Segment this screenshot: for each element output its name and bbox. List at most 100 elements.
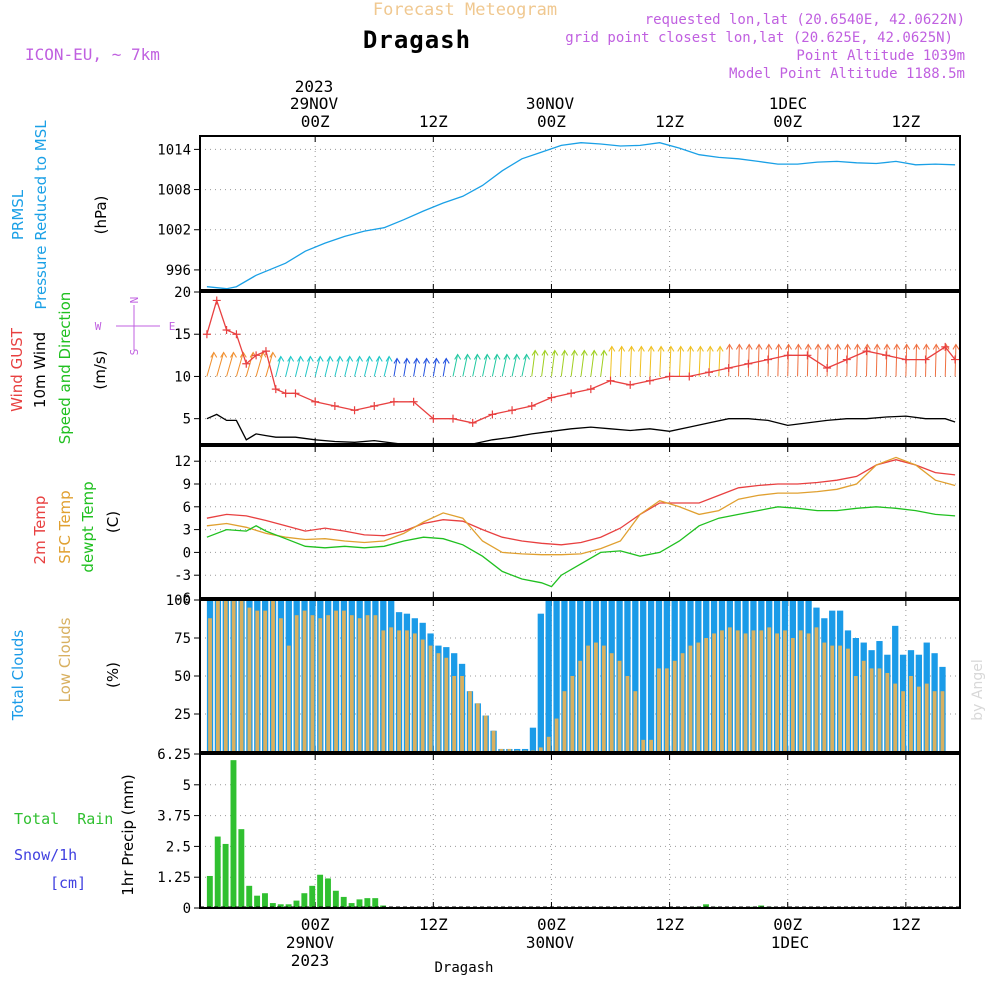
wind-arrow xyxy=(619,346,623,377)
wind-arrow-head xyxy=(618,345,626,352)
gust-marker xyxy=(212,296,221,305)
wind-arrow-head xyxy=(952,343,960,350)
wind-arrow xyxy=(462,354,468,377)
wind-arrow xyxy=(806,344,809,377)
low-cloud-bar xyxy=(475,703,480,752)
total-cloud-bar xyxy=(561,600,568,752)
low-cloud-bar xyxy=(704,638,709,752)
rain-bar xyxy=(206,875,213,908)
compass-w: W xyxy=(95,320,102,333)
gust-marker xyxy=(468,418,477,427)
wind-arrow-head xyxy=(375,355,383,362)
low-cloud-bar xyxy=(641,739,646,752)
precip-ytick-label: 6.25 xyxy=(157,747,191,763)
bottom-year: 2023 xyxy=(291,951,330,970)
panel-frame xyxy=(199,291,961,445)
wind-arrow-head xyxy=(903,343,911,350)
low-cloud-bar xyxy=(601,645,606,752)
wind-arrow xyxy=(944,344,947,377)
wind-arrow-head xyxy=(765,343,773,350)
low-cloud-bar xyxy=(491,730,496,752)
gust-marker xyxy=(764,355,773,364)
panels: 9961002100810145101520-3036912-625507510… xyxy=(157,135,961,917)
wind-panel: 5 10 15 20 xyxy=(174,285,960,447)
wind-arrow xyxy=(432,358,437,377)
wind-arrow xyxy=(610,346,613,377)
gust-marker xyxy=(429,414,438,423)
low-cloud-bar xyxy=(869,668,874,752)
wind-arrow-head xyxy=(513,353,521,360)
pressure-ytick-label: 1002 xyxy=(157,223,191,239)
wind-arrow xyxy=(757,344,760,377)
wind-arrow-head xyxy=(239,351,247,358)
watermark: by Angel xyxy=(970,659,986,720)
gust-marker xyxy=(586,385,595,394)
low-cloud-bar xyxy=(617,660,622,752)
rain-bar xyxy=(214,836,221,908)
wind-arrow xyxy=(334,356,341,377)
rain-bar xyxy=(372,898,379,908)
low-cloud-bar xyxy=(444,657,449,752)
low-cloud-bar xyxy=(483,715,488,752)
low-cloud-bar xyxy=(538,747,543,752)
wind-arrow-head xyxy=(932,343,940,350)
wind-arrow xyxy=(452,354,459,377)
wind-arrow xyxy=(550,350,556,377)
low-cloud-bar xyxy=(664,668,669,752)
gust-marker xyxy=(350,406,359,415)
wind-arrow-head xyxy=(473,353,481,360)
wind-arrow xyxy=(600,350,605,377)
total-cloud-bar xyxy=(553,600,560,752)
temperature-ytick-label: 9 xyxy=(183,477,191,493)
wind-arrow xyxy=(875,344,878,377)
wind-arrow xyxy=(777,344,780,377)
wind-arrow xyxy=(649,346,652,377)
requested-coords: requested lon,lat (20.6540E, 42.0622N) xyxy=(645,12,965,28)
low-cloud-bar xyxy=(790,638,795,752)
dewpt-line xyxy=(206,506,956,588)
top-hour-label: 00Z xyxy=(537,112,566,131)
low-cloud-bar xyxy=(759,630,764,752)
wind-arrow-head xyxy=(385,355,393,362)
wind-arrow-head xyxy=(657,345,665,352)
low-cloud-bar xyxy=(436,653,441,752)
low-cloud-bar xyxy=(208,618,212,752)
low-cloud-bar xyxy=(727,627,732,752)
rain-bar xyxy=(309,885,316,908)
low-cloud-bar xyxy=(838,645,842,752)
precip-labels: Total Rain Snow/1h [cm] 1hr Precip (mm) xyxy=(14,774,137,895)
top-date-3: 1DEC xyxy=(769,94,808,113)
wind-labels: Wind GUST 10m Wind Speed and Direction (… xyxy=(8,292,109,445)
wind-arrow-head xyxy=(677,345,685,352)
wind-arrow-head xyxy=(745,343,753,350)
wind-arrow-head xyxy=(647,345,655,352)
wind-arrow xyxy=(226,352,234,377)
wind-ytick-label: 10 xyxy=(174,369,191,385)
gust-marker xyxy=(449,414,458,423)
temperature-ytick-label: 6 xyxy=(183,500,191,516)
gust-marker xyxy=(252,351,261,360)
wind-arrow xyxy=(413,358,418,377)
wind-arrow-head xyxy=(541,349,549,356)
low-cloud-bar xyxy=(271,600,275,752)
low-cloud-bar xyxy=(609,653,614,752)
total-cloud-bar xyxy=(640,600,647,752)
low-cloud-bar xyxy=(286,645,291,752)
wind-arrow xyxy=(521,354,528,377)
wind-arrow xyxy=(501,354,508,377)
low-cloud-bar xyxy=(279,618,283,752)
bottom-hour-label: 12Z xyxy=(655,915,684,934)
low-cloud-bar xyxy=(247,607,252,752)
wind-arrow xyxy=(206,352,215,377)
wind-arrow-head xyxy=(893,343,901,350)
gust-marker xyxy=(311,397,320,406)
wind-ytick-label: 20 xyxy=(174,285,191,301)
temp-unit: (C) xyxy=(104,511,122,533)
low-cloud-bar xyxy=(578,660,583,752)
bottom-date-1: 29NOV xyxy=(286,933,335,952)
pressure-panel: 996 1002 1008 1014 xyxy=(157,136,960,290)
low-cloud-bar xyxy=(546,736,551,752)
wind-arrow-head xyxy=(287,355,295,362)
gust-marker xyxy=(261,347,270,356)
grid-coords: grid point closest lon,lat (20.625E, 42.… xyxy=(565,30,953,46)
